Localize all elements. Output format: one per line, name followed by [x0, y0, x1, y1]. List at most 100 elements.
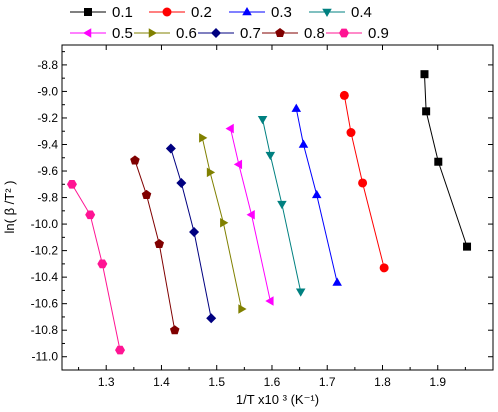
series-line: [71, 184, 121, 351]
y-axis-ticks: -8.8 -9.0 -9.2 -9.4 -9.6 -9.8 -10.0 -10.2 -10.4 -…: [31, 51, 493, 371]
x-axis-label: 1/T x10 ³ (K⁻¹): [236, 392, 319, 407]
legend-marker: [162, 7, 172, 17]
data-point: [189, 227, 200, 238]
y-tick-label: -10.0: [31, 217, 59, 231]
data-point: [199, 133, 208, 143]
data-point: [176, 177, 187, 188]
legend-label: 0.2: [191, 4, 212, 21]
data-point: [246, 210, 255, 220]
data-point: [265, 151, 276, 161]
x-tick-label: 1.9: [429, 375, 446, 389]
data-point: [420, 70, 429, 79]
series-0.1: [420, 70, 472, 251]
x-tick-label: 1.4: [153, 375, 170, 389]
legend-marker: [242, 7, 252, 16]
legend-marker: [275, 28, 285, 38]
series-line: [262, 119, 302, 292]
series-0.7: [165, 143, 217, 324]
data-point: [238, 304, 247, 314]
series-0.8: [130, 155, 180, 335]
legend-item-0.3: 0.3: [229, 4, 292, 21]
legend-item-0.9: 0.9: [326, 25, 389, 42]
legend-item-0.2: 0.2: [149, 4, 212, 21]
plot-frame: [61, 44, 494, 371]
legend-label: 0.7: [240, 25, 261, 42]
data-point: [206, 313, 217, 324]
legend-item-0.6: 0.6: [134, 25, 197, 42]
x-tick-label: 1.5: [208, 375, 225, 389]
data-point: [311, 189, 322, 199]
legend-item-0.5: 0.5: [70, 25, 133, 42]
legend-item-0.4: 0.4: [309, 4, 372, 21]
series-line: [201, 137, 243, 310]
legend-item-0.1: 0.1: [70, 4, 133, 21]
y-tick-label: -9.8: [37, 191, 58, 205]
data-point: [233, 159, 243, 170]
data-point: [257, 116, 268, 125]
x-axis-ticks: 1.3 1.4 1.5 1.6 1.7 1.8 1.9: [78, 45, 466, 389]
y-tick-label: -9.0: [37, 84, 58, 98]
legend-item-0.7: 0.7: [198, 25, 261, 42]
data-point: [434, 157, 443, 166]
y-tick-label: -9.6: [37, 164, 58, 178]
series-0.5: [225, 123, 274, 306]
data-point: [463, 242, 472, 251]
data-point: [298, 139, 309, 148]
data-point: [169, 325, 180, 335]
series-group: [66, 70, 472, 355]
legend-marker: [322, 8, 332, 17]
y-axis-label: ln( β /T² ): [2, 181, 17, 234]
data-point: [130, 155, 140, 165]
x-tick-label: 1.8: [374, 375, 391, 389]
axes: 1.3 1.4 1.5 1.6 1.7 1.8 1.9 -8.8 -9.0 -9.2 -9.4 -9…: [31, 44, 494, 389]
y-tick-label: -10.4: [31, 270, 59, 284]
legend-label: 0.5: [112, 25, 133, 42]
legend-label: 0.6: [176, 25, 197, 42]
legend-label: 0.8: [304, 25, 325, 42]
x-tick-label: 1.7: [319, 375, 336, 389]
legend-label: 0.9: [368, 25, 389, 42]
data-point: [358, 178, 368, 188]
legend-label: 0.3: [271, 4, 292, 21]
y-tick-label: -10.8: [31, 323, 59, 337]
data-point: [115, 345, 126, 355]
series-0.9: [66, 179, 126, 355]
data-point: [206, 167, 216, 178]
legend-marker: [84, 8, 92, 16]
y-tick-label: -10.6: [31, 297, 59, 311]
data-point: [295, 288, 306, 297]
legend-label: 0.4: [351, 4, 372, 21]
data-point: [332, 277, 342, 286]
y-tick-label: -8.8: [37, 58, 58, 72]
data-point: [339, 90, 349, 100]
data-point: [277, 200, 287, 210]
data-point: [225, 123, 234, 134]
series-0.2: [339, 90, 389, 273]
series-line: [230, 128, 271, 302]
y-tick-label: -10.2: [31, 244, 59, 258]
data-point: [97, 259, 108, 269]
x-tick-label: 1.3: [98, 375, 115, 389]
y-tick-label: -9.4: [37, 137, 58, 151]
data-point: [291, 103, 302, 112]
series-0.3: [291, 103, 342, 286]
y-tick-label: -9.2: [37, 111, 58, 125]
legend-item-0.8: 0.8: [262, 25, 325, 42]
data-point: [379, 263, 389, 273]
data-point: [85, 210, 96, 220]
legend-label: 0.1: [112, 4, 133, 21]
series-line: [423, 74, 468, 247]
series-line: [134, 160, 176, 331]
legend-marker: [339, 28, 349, 38]
legend-marker: [211, 28, 221, 38]
series-0.4: [257, 116, 306, 297]
data-point: [265, 296, 274, 306]
data-point: [66, 179, 77, 189]
data-point: [346, 128, 356, 138]
x-tick-label: 1.6: [264, 375, 281, 389]
data-point: [154, 238, 165, 249]
series-line: [295, 108, 338, 283]
y-tick-label: -11.0: [32, 350, 59, 364]
legend-marker: [148, 28, 157, 38]
